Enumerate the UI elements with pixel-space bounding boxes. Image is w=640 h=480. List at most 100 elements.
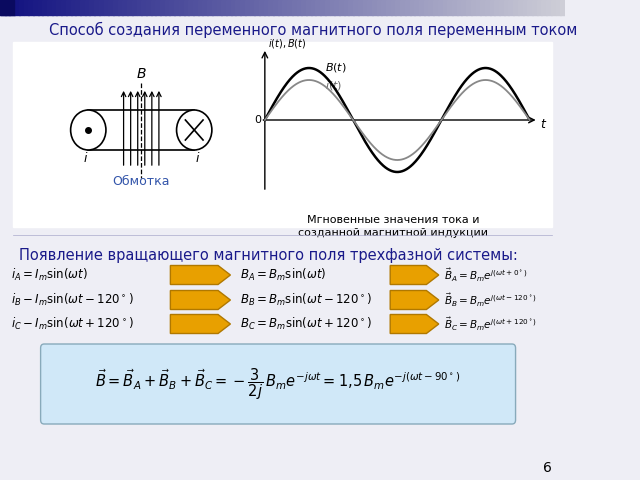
Bar (19, 0, 24, 15)
Bar (90, 0, 95, 15)
Bar (52, 0, 58, 15)
Bar (476, 0, 481, 15)
Bar (447, 0, 453, 15)
Bar (334, 0, 340, 15)
Bar (443, 0, 448, 15)
Bar (509, 0, 514, 15)
Text: $t$: $t$ (540, 118, 547, 131)
Bar (287, 0, 292, 15)
Bar (240, 0, 246, 15)
FancyArrow shape (390, 290, 439, 310)
Bar (386, 0, 392, 15)
Bar (485, 0, 490, 15)
Bar (188, 0, 194, 15)
Bar (282, 0, 288, 15)
Bar (306, 0, 312, 15)
Bar (132, 0, 138, 15)
Bar (4, 0, 10, 15)
Circle shape (177, 110, 212, 150)
Text: $i(t)$: $i(t)$ (325, 79, 342, 92)
Bar (527, 0, 533, 15)
Text: i: i (195, 152, 198, 165)
Text: Обмотка: Обмотка (113, 175, 170, 188)
Bar (38, 0, 44, 15)
Bar (461, 0, 467, 15)
Bar (236, 0, 241, 15)
Bar (367, 0, 373, 15)
Bar (76, 0, 81, 15)
Text: $B_C = B_m \sin(\omega t + 120^\circ)$: $B_C = B_m \sin(\omega t + 120^\circ)$ (240, 316, 372, 332)
Bar (320, 0, 326, 15)
Bar (164, 0, 170, 15)
Bar (419, 0, 424, 15)
Bar (156, 0, 161, 15)
Bar (136, 0, 142, 15)
Circle shape (70, 110, 106, 150)
Bar (202, 0, 208, 15)
Bar (141, 0, 147, 15)
Bar (353, 0, 358, 15)
Bar (174, 0, 180, 15)
Text: $\vec{B}_B = B_m e^{j(\omega t-120^\circ)}$: $\vec{B}_B = B_m e^{j(\omega t-120^\circ… (444, 291, 537, 309)
Bar (494, 0, 500, 15)
Bar (0, 0, 6, 15)
Text: $i(t), B(t)$: $i(t), B(t)$ (268, 36, 307, 49)
Bar (499, 0, 505, 15)
FancyArrow shape (170, 265, 230, 285)
Bar (316, 0, 321, 15)
Bar (250, 0, 255, 15)
Bar (61, 0, 67, 15)
Text: $B_B = B_m \sin(\omega t - 120^\circ)$: $B_B = B_m \sin(\omega t - 120^\circ)$ (240, 292, 372, 308)
Bar (207, 0, 212, 15)
Bar (278, 0, 284, 15)
Bar (94, 0, 100, 15)
Bar (0, 0, 14, 15)
Bar (104, 0, 109, 15)
FancyArrow shape (170, 314, 230, 334)
Bar (13, 42, 552, 227)
Bar (24, 0, 29, 15)
Bar (325, 0, 330, 15)
Bar (254, 0, 260, 15)
Bar (301, 0, 307, 15)
Text: $B_A = B_m \sin(\omega t)$: $B_A = B_m \sin(\omega t)$ (240, 267, 326, 283)
Bar (221, 0, 227, 15)
Bar (466, 0, 472, 15)
Bar (122, 0, 128, 15)
Text: $i_A = I_m \sin(\omega t)$: $i_A = I_m \sin(\omega t)$ (11, 267, 88, 283)
Bar (541, 0, 547, 15)
Bar (400, 0, 406, 15)
Bar (560, 0, 566, 15)
Bar (170, 0, 175, 15)
Bar (42, 0, 48, 15)
Bar (193, 0, 198, 15)
Text: $\vec{B}_A = B_m e^{j(\omega t+0^\circ)}$: $\vec{B}_A = B_m e^{j(\omega t+0^\circ)}… (444, 266, 527, 284)
Bar (311, 0, 316, 15)
Text: $\vec{B} = \vec{B}_A + \vec{B}_B + \vec{B}_C = -\dfrac{3}{2j}\,B_m e^{-j\omega t: $\vec{B} = \vec{B}_A + \vec{B}_B + \vec{… (95, 366, 461, 402)
Bar (518, 0, 524, 15)
Bar (471, 0, 476, 15)
Bar (146, 0, 152, 15)
Bar (47, 0, 52, 15)
Bar (230, 0, 236, 15)
Bar (551, 0, 556, 15)
Bar (452, 0, 458, 15)
Bar (410, 0, 415, 15)
Bar (537, 0, 542, 15)
Bar (396, 0, 401, 15)
Bar (362, 0, 368, 15)
Bar (264, 0, 269, 15)
Text: Появление вращающего магнитного поля трехфазной системы:: Появление вращающего магнитного поля тре… (19, 248, 518, 263)
Bar (523, 0, 528, 15)
Bar (184, 0, 189, 15)
Bar (28, 0, 34, 15)
Bar (292, 0, 298, 15)
Bar (108, 0, 114, 15)
Bar (212, 0, 218, 15)
Bar (414, 0, 420, 15)
Bar (150, 0, 156, 15)
Text: 0: 0 (254, 115, 261, 125)
Bar (438, 0, 444, 15)
Text: Способ создания переменного магнитного поля переменным током: Способ создания переменного магнитного п… (49, 22, 577, 38)
Bar (216, 0, 222, 15)
